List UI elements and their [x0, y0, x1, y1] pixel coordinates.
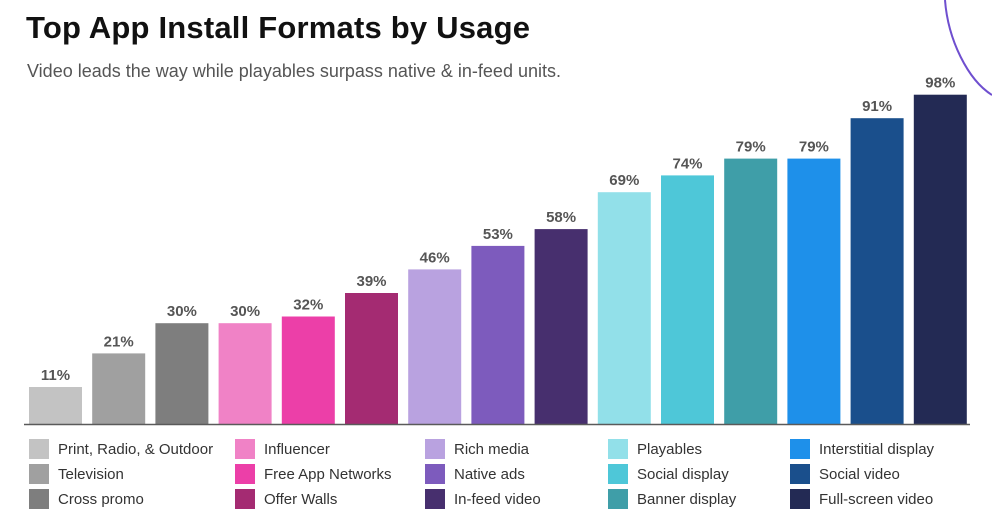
data-label-in-feed-video: 58%: [546, 209, 576, 226]
legend-swatch: [235, 489, 255, 509]
legend-item-banner-display: Banner display: [608, 488, 736, 510]
data-label-television: 21%: [104, 333, 134, 350]
bar-interstitial-display: [787, 158, 841, 424]
legend-item-television: Television: [29, 463, 124, 485]
data-label-playables: 69%: [609, 172, 639, 189]
data-label-full-screen-video: 98%: [925, 75, 955, 92]
data-label-cross-promo: 30%: [167, 303, 197, 320]
bar-in-feed-video: [534, 229, 588, 424]
legend-label: Native ads: [454, 465, 525, 483]
bar-social-video: [850, 118, 904, 424]
legend-label: In-feed video: [454, 490, 541, 508]
data-label-print-radio-outdoor: 11%: [41, 367, 70, 384]
legend-item-interstitial-display: Interstitial display: [790, 438, 934, 460]
legend-label: Full-screen video: [819, 490, 934, 508]
legend-swatch: [608, 464, 628, 484]
legend-label: Influencer: [264, 440, 330, 458]
legend-swatch: [29, 439, 49, 459]
legend-item-native-ads: Native ads: [425, 463, 525, 485]
legend-item-in-feed-video: In-feed video: [425, 488, 541, 510]
chart-legend: Print, Radio, & Outdoor Television Cross p…: [29, 438, 959, 516]
legend-label: Print, Radio, & Outdoor: [58, 440, 214, 458]
bar-native-ads: [471, 245, 525, 424]
corner-arc-decoration: [944, 0, 992, 96]
legend-item-print-radio-outdoor: Print, Radio, & Outdoor: [29, 438, 213, 460]
bar-television: [92, 353, 146, 424]
legend-item-social-display: Social display: [608, 463, 729, 485]
legend-item-free-app-networks: Free App Networks: [235, 463, 392, 485]
legend-label: Social video: [819, 465, 900, 483]
chart-title: Top App Install Formats by Usage: [26, 10, 531, 45]
data-label-social-display: 74%: [672, 155, 702, 172]
legend-swatch: [29, 464, 49, 484]
data-label-rich-media: 46%: [420, 249, 450, 266]
legend-swatch: [425, 464, 445, 484]
data-label-free-app-networks: 32%: [293, 297, 323, 314]
legend-swatch: [425, 489, 445, 509]
legend-item-cross-promo: Cross promo: [29, 488, 144, 510]
legend-label: Social display: [637, 465, 729, 483]
data-label-native-ads: 53%: [483, 226, 513, 243]
legend-item-full-screen-video: Full-screen video: [790, 488, 933, 510]
data-label-interstitial-display: 79%: [799, 139, 829, 156]
bar-rich-media: [408, 269, 462, 424]
bar-cross-promo: [155, 323, 209, 424]
data-label-banner-display: 79%: [736, 139, 766, 156]
bar-social-display: [661, 175, 714, 424]
legend-label: Offer Walls: [264, 490, 338, 508]
bar-chart: 11% 21% 30% 30% 32% 39% 46% 53% 58% 69% 74% 79% 79% 9…: [24, 75, 970, 426]
chart-subtitle: Video leads the way while playables surp…: [27, 61, 561, 81]
legend-item-influencer: Influencer: [235, 438, 330, 460]
data-label-influencer: 30%: [230, 303, 260, 320]
data-label-offer-walls: 39%: [356, 273, 386, 290]
bar-print-radio-outdoor: [29, 387, 82, 424]
legend-swatch: [790, 464, 810, 484]
legend-label: Free App Networks: [264, 465, 392, 483]
legend-swatch: [790, 439, 810, 459]
legend-item-rich-media: Rich media: [425, 438, 529, 460]
legend-label: Cross promo: [58, 490, 144, 508]
bar-banner-display: [724, 158, 778, 424]
legend-swatch: [608, 489, 628, 509]
legend-swatch: [425, 439, 445, 459]
bar-influencer: [218, 323, 272, 424]
legend-label: Rich media: [454, 440, 530, 458]
legend-label: Television: [58, 465, 124, 483]
bar-playables: [597, 192, 651, 424]
legend-label: Playables: [637, 440, 703, 458]
bar-offer-walls: [345, 293, 398, 424]
legend-item-playables: Playables: [608, 438, 702, 460]
legend-swatch: [29, 489, 49, 509]
legend-swatch: [608, 439, 628, 459]
legend-swatch: [235, 464, 255, 484]
legend-swatch: [235, 439, 255, 459]
bar-free-app-networks: [281, 316, 335, 424]
bar-full-screen-video: [913, 94, 967, 424]
data-label-social-video: 91%: [862, 98, 892, 115]
legend-label: Banner display: [637, 490, 737, 508]
legend-item-offer-walls: Offer Walls: [235, 488, 337, 510]
legend-swatch: [790, 489, 810, 509]
legend-label: Interstitial display: [819, 440, 935, 458]
legend-item-social-video: Social video: [790, 463, 900, 485]
